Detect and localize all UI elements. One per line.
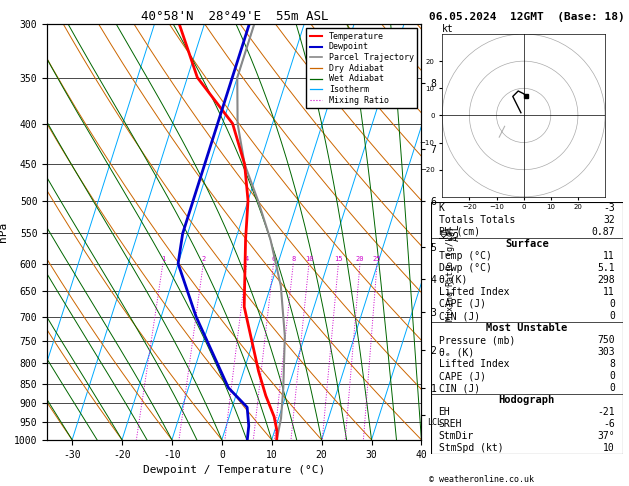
Legend: Temperature, Dewpoint, Parcel Trajectory, Dry Adiabat, Wet Adiabat, Isotherm, Mi: Temperature, Dewpoint, Parcel Trajectory… xyxy=(306,29,417,108)
Text: 37°: 37° xyxy=(598,432,615,441)
Text: PW (cm): PW (cm) xyxy=(438,227,480,237)
Text: 20: 20 xyxy=(356,257,364,262)
Text: StmDir: StmDir xyxy=(438,432,474,441)
Text: © weatheronline.co.uk: © weatheronline.co.uk xyxy=(429,474,534,484)
Text: Dewp (°C): Dewp (°C) xyxy=(438,263,491,273)
Text: 8: 8 xyxy=(609,359,615,369)
Text: Totals Totals: Totals Totals xyxy=(438,215,515,225)
Text: 32: 32 xyxy=(603,215,615,225)
Text: 0: 0 xyxy=(609,371,615,381)
Text: CIN (J): CIN (J) xyxy=(438,311,480,321)
Text: 11: 11 xyxy=(603,287,615,297)
Text: 0.87: 0.87 xyxy=(591,227,615,237)
Text: Lifted Index: Lifted Index xyxy=(438,359,509,369)
Text: 6: 6 xyxy=(272,257,276,262)
Text: K: K xyxy=(438,203,445,213)
Text: 298: 298 xyxy=(598,275,615,285)
Y-axis label: hPa: hPa xyxy=(0,222,8,242)
Text: 25: 25 xyxy=(373,257,381,262)
Text: θₑ(K): θₑ(K) xyxy=(438,275,468,285)
Text: 5.1: 5.1 xyxy=(598,263,615,273)
Text: -3: -3 xyxy=(603,203,615,213)
Title: 40°58'N  28°49'E  55m ASL: 40°58'N 28°49'E 55m ASL xyxy=(140,10,328,23)
Text: LCL: LCL xyxy=(427,417,442,427)
Text: 10: 10 xyxy=(603,443,615,453)
Text: 06.05.2024  12GMT  (Base: 18): 06.05.2024 12GMT (Base: 18) xyxy=(429,12,625,22)
Text: CAPE (J): CAPE (J) xyxy=(438,371,486,381)
Text: 15: 15 xyxy=(334,257,343,262)
Text: Most Unstable: Most Unstable xyxy=(486,323,567,333)
Text: Surface: Surface xyxy=(505,239,548,249)
Text: 0: 0 xyxy=(609,299,615,309)
Text: θₑ (K): θₑ (K) xyxy=(438,347,474,357)
Y-axis label: km
ASL: km ASL xyxy=(439,223,460,241)
Text: -21: -21 xyxy=(598,407,615,417)
Text: Mixing Ratio (g/kg): Mixing Ratio (g/kg) xyxy=(446,226,455,321)
Text: 8: 8 xyxy=(291,257,296,262)
X-axis label: Dewpoint / Temperature (°C): Dewpoint / Temperature (°C) xyxy=(143,465,325,475)
Text: Hodograph: Hodograph xyxy=(499,395,555,405)
Text: EH: EH xyxy=(438,407,450,417)
Text: CIN (J): CIN (J) xyxy=(438,383,480,393)
Text: -6: -6 xyxy=(603,419,615,429)
Text: Pressure (mb): Pressure (mb) xyxy=(438,335,515,345)
Text: SREH: SREH xyxy=(438,419,462,429)
Text: 2: 2 xyxy=(201,257,206,262)
Text: 10: 10 xyxy=(305,257,313,262)
Text: 11: 11 xyxy=(603,251,615,261)
Text: 1: 1 xyxy=(161,257,165,262)
Text: kt: kt xyxy=(442,24,454,34)
Text: 0: 0 xyxy=(609,383,615,393)
Text: Temp (°C): Temp (°C) xyxy=(438,251,491,261)
Text: 750: 750 xyxy=(598,335,615,345)
Text: 0: 0 xyxy=(609,311,615,321)
Text: 303: 303 xyxy=(598,347,615,357)
Text: CAPE (J): CAPE (J) xyxy=(438,299,486,309)
Text: 4: 4 xyxy=(245,257,249,262)
Text: StmSpd (kt): StmSpd (kt) xyxy=(438,443,503,453)
Text: Lifted Index: Lifted Index xyxy=(438,287,509,297)
